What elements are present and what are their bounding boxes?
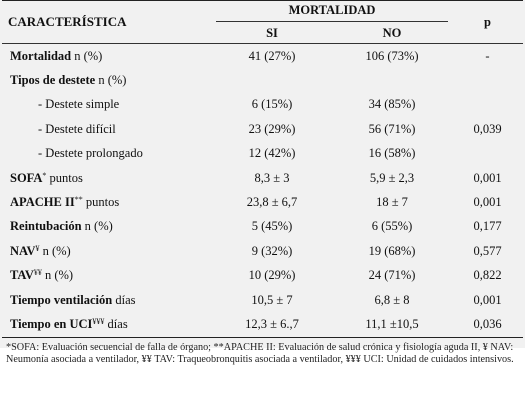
row-label-sup: ** bbox=[74, 195, 83, 205]
cell-si bbox=[212, 68, 332, 92]
table-content: CARACTERÍSTICA MORTALIDAD p SI NO Mortal… bbox=[2, 0, 523, 366]
row-label-sup: ¥ bbox=[35, 243, 40, 253]
table-row-mortalidad: Mortalidad n (%) 41 (27%) 106 (73%) - bbox=[2, 44, 523, 69]
cell-si: 9 (32%) bbox=[251, 243, 293, 258]
cell-no: 19 (68%) bbox=[368, 243, 416, 258]
row-label: Tipos de destete n (%) bbox=[2, 68, 212, 92]
header-si: SI bbox=[212, 23, 332, 44]
row-label: - Destete simple bbox=[38, 97, 120, 112]
row-label-unit: n (%) bbox=[39, 243, 71, 258]
cell-p: 0,822 bbox=[473, 268, 502, 283]
header-mortalidad-label: MORTALIDAD bbox=[216, 3, 448, 22]
row-label-bold: Tiempo ventilación bbox=[10, 292, 113, 307]
cell-no: 5,9 ± 2,3 bbox=[369, 170, 415, 185]
cell-si: 5 (45%) bbox=[251, 219, 293, 234]
cell-si: 41 (27%) bbox=[248, 48, 296, 63]
table-row-reintubacion: Reintubación n (%) 5 (45%) 6 (55%) 0,177 bbox=[2, 215, 523, 239]
header-no: NO bbox=[332, 23, 452, 44]
table-row-tiempo-ventilacion: Tiempo ventilación días 10,5 ± 7 6,8 ± 8… bbox=[2, 288, 523, 312]
table-row-tav: TAV¥¥ n (%) 10 (29%) 24 (71%) 0,822 bbox=[2, 264, 523, 288]
cell-p: 0,177 bbox=[473, 219, 502, 234]
table-row-destete-dificil: - Destete difícil 23 (29%) 56 (71%) bbox=[2, 117, 523, 141]
table-row-tipos-destete: Tipos de destete n (%) bbox=[2, 68, 523, 92]
cell-p: 0,001 bbox=[473, 292, 502, 307]
cell-no: 34 (85%) bbox=[368, 97, 416, 112]
row-label-sup: ¥¥¥ bbox=[92, 316, 105, 326]
row-label-bold: Tipos de destete bbox=[10, 73, 96, 88]
cell-si: 8,3 ± 3 bbox=[254, 170, 290, 185]
row-label: - Destete prolongado bbox=[38, 146, 143, 161]
cell-si: 10,5 ± 7 bbox=[251, 292, 293, 307]
cell-si: 6 (15%) bbox=[251, 97, 293, 112]
cell-no: 106 (73%) bbox=[365, 48, 419, 63]
row-label: - Destete difícil bbox=[38, 121, 116, 136]
cell-no: 11,1 ±10,5 bbox=[332, 312, 452, 338]
row-label: NAV¥ n (%) bbox=[2, 239, 212, 263]
header-caracteristica: CARACTERÍSTICA bbox=[2, 0, 212, 44]
cell-si: 12 (42%) bbox=[248, 146, 296, 161]
cell-p: 0,001 bbox=[473, 170, 502, 185]
row-label-bold: NAV bbox=[10, 243, 36, 258]
row-label-unit: días bbox=[112, 292, 136, 307]
table-footnote: *SOFA: Evaluación secuencial de falla de… bbox=[6, 341, 514, 366]
row-label-bold: SOFA bbox=[10, 170, 43, 185]
row-label-unit: puntos bbox=[82, 195, 120, 210]
row-label-bold: Mortalidad bbox=[10, 48, 72, 63]
cell-no bbox=[332, 68, 452, 92]
row-label-bold: Tiempo en UCI bbox=[10, 316, 93, 331]
row-label: TAV¥¥ n (%) bbox=[2, 264, 212, 288]
row-label-unit: n (%) bbox=[71, 48, 103, 63]
cell-p: 0,577 bbox=[473, 243, 502, 258]
row-label-bold: APACHE II bbox=[10, 195, 75, 210]
row-label-unit: n (%) bbox=[81, 219, 113, 234]
cell-si: 10 (29%) bbox=[248, 268, 296, 283]
mortality-table: CARACTERÍSTICA MORTALIDAD p SI NO Mortal… bbox=[2, 0, 523, 338]
cell-si: 12,3 ± 6.,7 bbox=[212, 312, 332, 338]
header-p: p bbox=[452, 0, 523, 44]
cell-si: 23,8 ± 6,7 bbox=[246, 195, 298, 210]
cell-p: 0,039 bbox=[473, 121, 502, 136]
cell-no: 16 (58%) bbox=[368, 146, 416, 161]
row-label: Reintubación n (%) bbox=[2, 215, 212, 239]
cell-si: 23 (29%) bbox=[248, 121, 296, 136]
table-row-apache: APACHE II** puntos 23,8 ± 6,7 18 ± 7 0,0… bbox=[2, 190, 523, 214]
row-label-sup: ¥¥ bbox=[33, 268, 42, 278]
cell-p bbox=[452, 68, 523, 92]
row-label: Tiempo ventilación días bbox=[2, 288, 212, 312]
header-mortalidad: MORTALIDAD bbox=[212, 0, 452, 23]
row-label: APACHE II** puntos bbox=[2, 190, 212, 214]
table-row-destete-prolongado: - Destete prolongado 12 (42%) 16 (58%) bbox=[2, 142, 523, 166]
row-label-sup: * bbox=[42, 170, 47, 180]
row-label: Tiempo en UCI¥¥¥ días bbox=[2, 312, 212, 338]
row-label-bold: TAV bbox=[10, 268, 34, 283]
table-row-tiempo-uci: Tiempo en UCI¥¥¥ días 12,3 ± 6.,7 11,1 ±… bbox=[2, 312, 523, 338]
cell-no: 18 ± 7 bbox=[376, 195, 408, 210]
cell-no: 56 (71%) bbox=[368, 121, 416, 136]
table-row-sofa: SOFA* puntos 8,3 ± 3 5,9 ± 2,3 0,001 bbox=[2, 166, 523, 190]
row-label: Mortalidad n (%) bbox=[2, 44, 212, 69]
table-background bbox=[0, 0, 525, 348]
row-label: SOFA* puntos bbox=[2, 166, 212, 190]
row-label-unit: puntos bbox=[46, 170, 83, 185]
table-row-nav: NAV¥ n (%) 9 (32%) 19 (68%) 0,577 bbox=[2, 239, 523, 263]
cell-no: 6 (55%) bbox=[371, 219, 413, 234]
row-label-unit: n (%) bbox=[41, 268, 74, 283]
cell-p: 0,001 bbox=[473, 195, 502, 210]
table-row-destete-simple: - Destete simple 6 (15%) 34 (85%) 0,039 bbox=[2, 93, 523, 135]
row-label-bold: Reintubación bbox=[10, 219, 82, 234]
cell-no: 6,8 ± 8 bbox=[374, 292, 410, 307]
row-label-unit: n (%) bbox=[95, 73, 127, 88]
row-label-unit: días bbox=[104, 316, 128, 331]
cell-p: - bbox=[485, 48, 490, 63]
cell-no: 24 (71%) bbox=[368, 268, 416, 283]
cell-p: 0,036 bbox=[452, 312, 523, 338]
